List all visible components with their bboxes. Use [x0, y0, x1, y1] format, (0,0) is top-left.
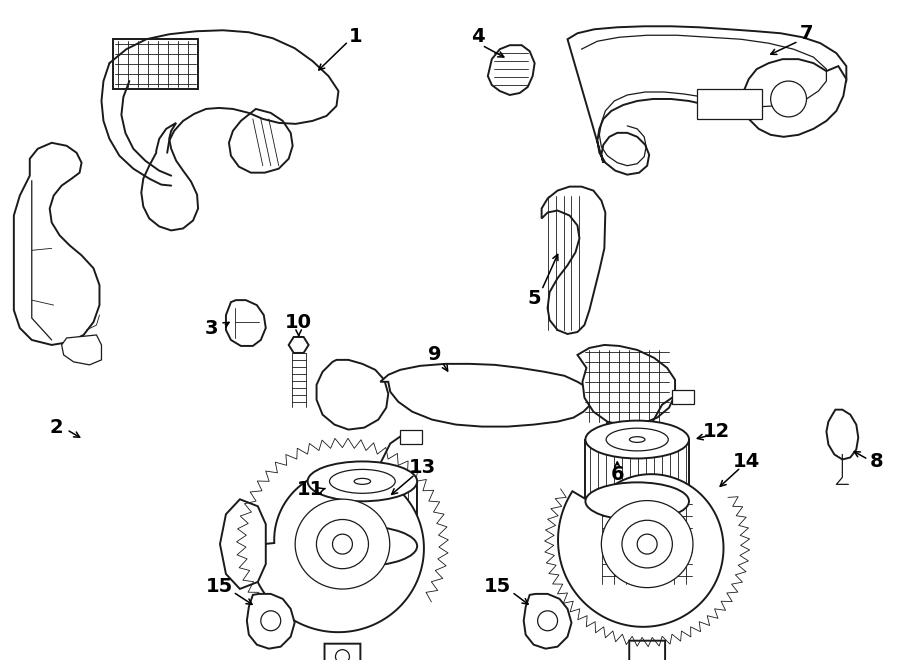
Text: 14: 14 — [734, 452, 760, 471]
Text: 10: 10 — [285, 313, 312, 332]
Ellipse shape — [355, 479, 371, 485]
Text: 13: 13 — [409, 458, 436, 477]
Polygon shape — [578, 345, 675, 426]
Polygon shape — [229, 109, 292, 173]
Polygon shape — [488, 45, 535, 95]
Bar — [400, 430, 422, 444]
Text: 2: 2 — [50, 418, 64, 437]
Text: 4: 4 — [471, 26, 485, 46]
Bar — [672, 390, 694, 404]
Polygon shape — [524, 594, 572, 648]
Ellipse shape — [585, 483, 689, 520]
Text: 6: 6 — [610, 465, 624, 484]
Text: 8: 8 — [869, 452, 883, 471]
Polygon shape — [113, 39, 198, 89]
Polygon shape — [220, 499, 266, 589]
Circle shape — [770, 81, 806, 117]
Text: 7: 7 — [800, 24, 814, 43]
Polygon shape — [542, 186, 606, 334]
Polygon shape — [826, 410, 859, 459]
Ellipse shape — [295, 499, 390, 589]
Polygon shape — [585, 440, 689, 501]
Text: 15: 15 — [205, 578, 232, 596]
Bar — [697, 89, 761, 119]
Text: 5: 5 — [527, 289, 542, 307]
Polygon shape — [247, 594, 294, 648]
Text: 9: 9 — [428, 346, 442, 364]
Text: 12: 12 — [703, 422, 731, 441]
Polygon shape — [568, 26, 846, 175]
Ellipse shape — [606, 428, 669, 451]
Ellipse shape — [601, 500, 693, 588]
Polygon shape — [606, 410, 637, 459]
Polygon shape — [558, 474, 724, 627]
Circle shape — [537, 611, 557, 631]
Polygon shape — [141, 123, 198, 231]
Polygon shape — [743, 59, 846, 137]
Polygon shape — [629, 641, 665, 661]
Polygon shape — [248, 469, 424, 632]
Text: 1: 1 — [348, 26, 362, 46]
Ellipse shape — [308, 526, 417, 566]
Circle shape — [336, 650, 349, 661]
Ellipse shape — [308, 461, 417, 501]
Polygon shape — [14, 143, 100, 345]
Polygon shape — [325, 644, 360, 661]
Circle shape — [637, 534, 657, 554]
Ellipse shape — [622, 520, 672, 568]
Polygon shape — [289, 337, 309, 353]
Polygon shape — [61, 335, 102, 365]
Polygon shape — [226, 300, 266, 346]
Polygon shape — [317, 360, 388, 430]
Circle shape — [332, 534, 353, 554]
Text: 15: 15 — [484, 578, 511, 596]
Ellipse shape — [585, 420, 689, 459]
Circle shape — [261, 611, 281, 631]
Ellipse shape — [317, 520, 368, 568]
Text: 3: 3 — [204, 319, 218, 338]
Polygon shape — [308, 481, 417, 546]
Ellipse shape — [329, 469, 395, 493]
Ellipse shape — [629, 437, 645, 442]
Polygon shape — [381, 364, 590, 426]
Text: 11: 11 — [297, 480, 324, 499]
